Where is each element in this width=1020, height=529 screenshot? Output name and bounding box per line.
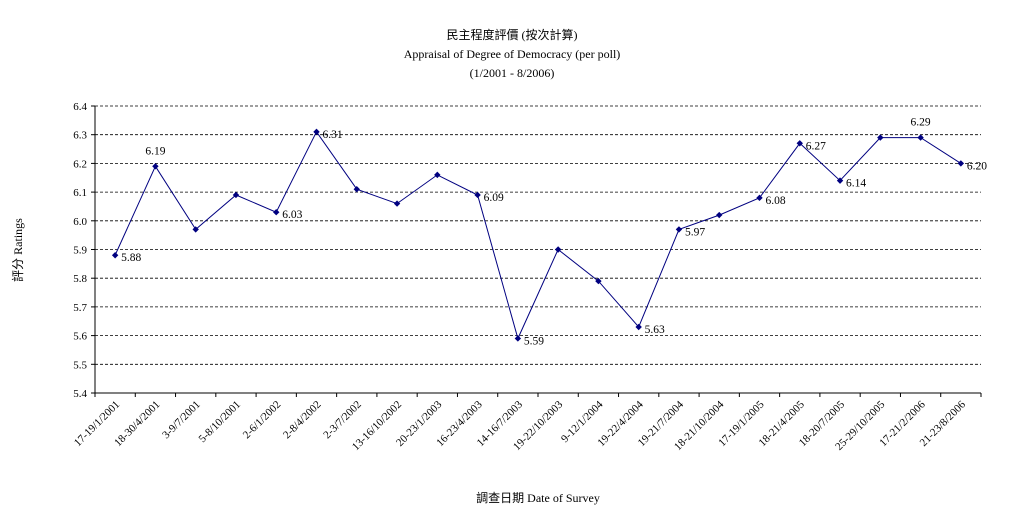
data-label: 6.31 bbox=[323, 129, 343, 141]
axes bbox=[91, 105, 982, 397]
y-tick-label: 5.5 bbox=[73, 359, 87, 371]
chart-title-line-2: Appraisal of Degree of Democracy (per po… bbox=[404, 47, 621, 61]
data-labels: 5.88 6.19 6.03 6.31 6.09 5.59 5.63 5.97 6.08 6.27… bbox=[121, 117, 987, 348]
data-point-marker bbox=[434, 171, 441, 179]
data-label: 6.14 bbox=[846, 178, 866, 190]
x-tick-label: 3-9/7/2001 bbox=[160, 399, 203, 442]
y-tick-label: 5.4 bbox=[73, 388, 87, 400]
chart-title-line-1: 民主程度評價 (按次計算) bbox=[447, 27, 578, 42]
data-point-marker bbox=[152, 163, 159, 170]
y-tick-label: 6.4 bbox=[73, 101, 87, 113]
series-line bbox=[111, 128, 965, 342]
data-point-marker bbox=[232, 191, 240, 199]
y-tick-label: 6.0 bbox=[73, 216, 87, 228]
data-label: 6.29 bbox=[911, 117, 931, 129]
x-tick-label: 5-8/10/2001 bbox=[197, 399, 244, 446]
data-point-marker bbox=[474, 191, 481, 199]
data-label: 5.88 bbox=[121, 252, 141, 264]
data-point-marker bbox=[313, 128, 320, 136]
data-point-marker bbox=[635, 323, 642, 331]
data-point-marker bbox=[111, 252, 119, 259]
data-label: 5.97 bbox=[685, 226, 705, 238]
data-label: 6.09 bbox=[484, 192, 504, 204]
x-axis-title: 調查日期 Date of Survey bbox=[476, 491, 600, 505]
data-label: 6.19 bbox=[145, 145, 165, 157]
y-tick-label: 6.1 bbox=[73, 187, 87, 199]
data-point-marker bbox=[514, 335, 522, 342]
data-label: 6.27 bbox=[806, 140, 826, 152]
y-tick-label: 5.9 bbox=[73, 245, 87, 257]
y-tick-label: 5.7 bbox=[73, 302, 87, 314]
y-axis-title: 評分 Ratings bbox=[10, 218, 25, 282]
y-tick-label: 6.3 bbox=[73, 130, 87, 142]
data-point-marker bbox=[917, 134, 924, 141]
data-label: 6.03 bbox=[282, 209, 302, 221]
y-tick-labels: 5.4 5.5 5.6 5.7 5.8 5.9 6.0 6.1 6.2 6.3 6.4 bbox=[73, 101, 87, 400]
data-label: 5.63 bbox=[645, 324, 665, 336]
x-tick-label: 2-3/7/2002 bbox=[321, 399, 364, 442]
chart-title-line-3: (1/2001 - 8/2006) bbox=[470, 66, 555, 80]
data-point-marker bbox=[393, 200, 401, 207]
data-point-marker bbox=[957, 160, 965, 167]
series-line-path bbox=[114, 130, 962, 340]
data-label: 6.08 bbox=[766, 195, 786, 207]
chart-title: 民主程度評價 (按次計算) Appraisal of Degree of Dem… bbox=[404, 27, 621, 80]
data-point-marker bbox=[595, 277, 602, 285]
data-label: 6.20 bbox=[967, 160, 987, 172]
data-point-marker bbox=[756, 194, 763, 202]
data-point-marker bbox=[716, 211, 723, 219]
y-tick-label: 5.8 bbox=[73, 273, 87, 285]
data-point-marker bbox=[877, 134, 884, 141]
data-point-marker bbox=[554, 246, 562, 253]
y-tick-label: 6.2 bbox=[73, 158, 87, 170]
data-point-marker bbox=[273, 208, 280, 216]
y-tick-label: 5.6 bbox=[73, 331, 87, 343]
x-tick-labels: 17-19/1/200118-30/4/20013-9/7/20015-8/10… bbox=[72, 398, 968, 453]
data-point-marker bbox=[353, 186, 360, 193]
data-point-marker bbox=[192, 226, 199, 233]
data-point-marker bbox=[675, 226, 683, 233]
x-tick-label: 2-6/1/2002 bbox=[241, 399, 284, 442]
data-point-marker bbox=[796, 140, 803, 147]
gridlines bbox=[95, 105, 981, 365]
data-label: 5.59 bbox=[524, 335, 544, 347]
data-point-marker bbox=[836, 177, 844, 184]
x-tick-label: 2-8/4/2002 bbox=[281, 399, 324, 442]
